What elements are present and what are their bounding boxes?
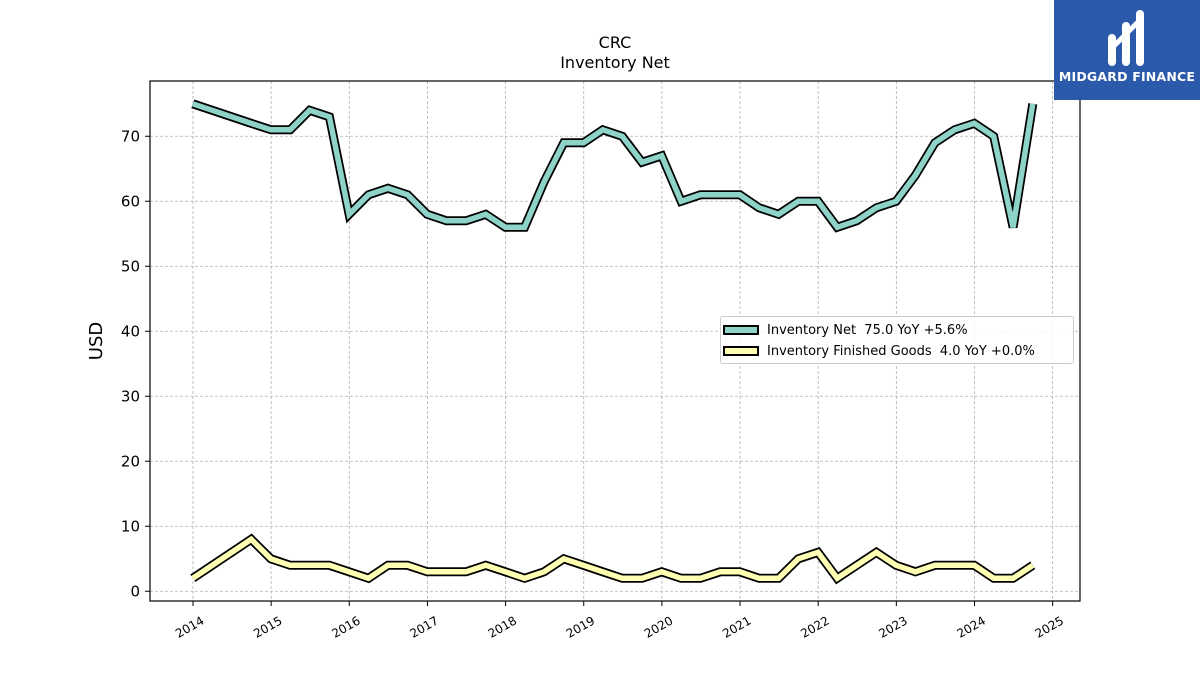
series-line-inventory-net bbox=[191, 101, 1036, 231]
chart-subtitle: Inventory Net bbox=[560, 53, 670, 72]
x-tick-label: 2022 bbox=[798, 613, 831, 640]
x-tick-label: 2023 bbox=[876, 613, 909, 640]
series-line-inventory-finished-goods bbox=[191, 535, 1035, 583]
x-tick-label: 2021 bbox=[720, 613, 753, 640]
plot-frame bbox=[149, 80, 1081, 602]
logo-text: MIDGARD FINANCE bbox=[1058, 69, 1196, 84]
brand-logo: MIDGARD FINANCE bbox=[1054, 0, 1200, 100]
x-tick-label: 2014 bbox=[173, 613, 206, 640]
x-tick-label: 2016 bbox=[329, 613, 362, 640]
y-tick-label: 60 bbox=[121, 192, 140, 210]
y-tick-label: 10 bbox=[121, 517, 140, 535]
legend-item-inventory-net: Inventory Net 75.0 YoY +5.6% bbox=[723, 321, 968, 339]
x-tick-label: 2019 bbox=[564, 613, 597, 640]
y-tick-label: 40 bbox=[121, 322, 140, 340]
logo-mark-icon bbox=[1108, 10, 1144, 66]
x-tick-label: 2025 bbox=[1033, 613, 1066, 640]
x-tick-label: 2017 bbox=[407, 613, 440, 640]
legend-item-inventory-finished-goods: Inventory Finished Goods 4.0 YoY +0.0% bbox=[723, 342, 1035, 360]
series-outline-inventory-net bbox=[191, 99, 1038, 233]
legend-label-inventory-net: Inventory Net 75.0 YoY +5.6% bbox=[767, 322, 968, 338]
y-tick-label: 70 bbox=[121, 127, 140, 145]
legend-swatch-inventory-net bbox=[723, 325, 759, 335]
legend-label-inventory-finished-goods: Inventory Finished Goods 4.0 YoY +0.0% bbox=[767, 343, 1035, 359]
legend-swatch-inventory-finished-goods bbox=[723, 346, 759, 356]
x-tick-label: 2024 bbox=[955, 613, 988, 640]
chart-title: CRC bbox=[598, 33, 632, 52]
y-axis-label: USD bbox=[86, 322, 107, 360]
y-tick-label: 30 bbox=[121, 387, 140, 405]
x-tick-label: 2018 bbox=[486, 613, 519, 640]
x-tick-label: 2020 bbox=[642, 613, 675, 640]
y-tick-label: 0 bbox=[130, 582, 140, 600]
chart-legend: Inventory Net 75.0 YoY +5.6% Inventory F… bbox=[720, 316, 1074, 364]
y-tick-label: 50 bbox=[121, 257, 140, 275]
x-tick-label: 2015 bbox=[251, 613, 284, 640]
y-tick-label: 20 bbox=[121, 452, 140, 470]
